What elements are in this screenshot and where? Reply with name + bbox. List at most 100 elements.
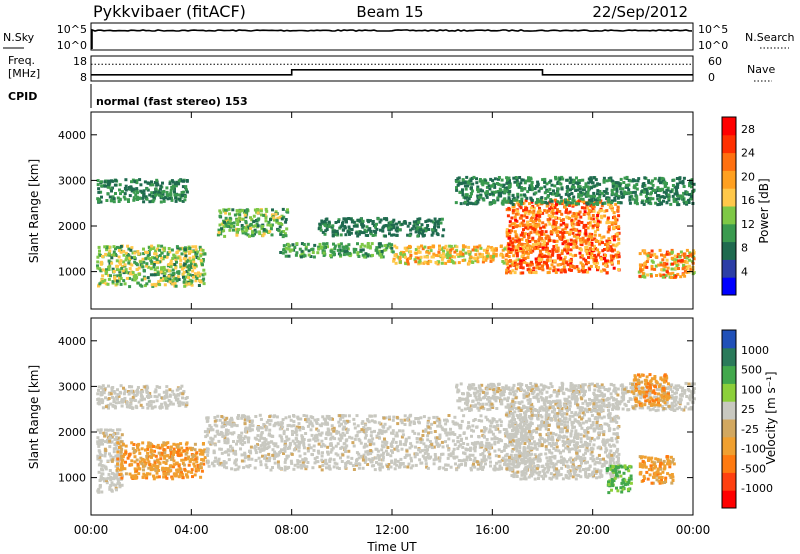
velocity-cell: [146, 406, 150, 410]
power-cell: [321, 249, 325, 253]
power-cell: [135, 181, 139, 185]
power-cell: [481, 260, 485, 264]
power-cell: [520, 242, 524, 246]
power-cell: [619, 190, 623, 194]
power-cell: [124, 188, 128, 192]
power-cell: [101, 268, 105, 272]
velocity-cell: [155, 475, 159, 479]
power-cell: [142, 247, 145, 251]
power-cell: [609, 254, 613, 258]
power-cell: [232, 221, 236, 225]
velocity-cell: [116, 462, 120, 466]
power-cell: [385, 246, 389, 250]
power-cell: [149, 183, 153, 187]
velocity-cell: [98, 455, 102, 459]
power-cell: [529, 206, 533, 210]
power-cell: [238, 210, 242, 213]
power-cell: [127, 261, 131, 265]
power-cell: [489, 259, 493, 263]
power-cell: [623, 190, 627, 194]
power-cell: [577, 212, 581, 216]
power-cell: [172, 184, 175, 188]
power-cell: [324, 218, 328, 222]
velocity-cell: [224, 423, 227, 427]
power-cell: [537, 202, 541, 206]
velocity-cell: [162, 390, 166, 394]
power-cell: [281, 251, 285, 255]
velocity-cell: [108, 469, 112, 472]
power-cell: [150, 260, 154, 264]
power-cell: [158, 260, 162, 264]
velocity-cell: [473, 418, 477, 421]
power-cell: [249, 226, 253, 230]
power-cell: [517, 200, 520, 204]
power-cell: [519, 206, 523, 210]
velocity-cell: [456, 447, 460, 451]
velocity-cell: [213, 419, 217, 423]
power-cell: [419, 255, 423, 259]
power-cell: [591, 214, 595, 217]
power-cell: [456, 183, 460, 187]
velocity-cell: [289, 459, 293, 463]
power-cell: [617, 241, 621, 245]
velocity-cell: [363, 436, 367, 440]
power-cell: [114, 178, 118, 182]
power-cell: [530, 185, 534, 189]
velocity-cell: [115, 443, 119, 447]
power-cell: [264, 229, 268, 233]
power-cell: [99, 269, 103, 273]
power-cell: [341, 228, 345, 232]
power-cell: [531, 236, 535, 240]
power-cell: [501, 255, 505, 259]
velocity-cell: [116, 471, 120, 475]
velocity-cell: [432, 462, 436, 466]
power-cell: [607, 203, 610, 206]
velocity-cell: [380, 448, 384, 452]
power-cell: [608, 241, 612, 244]
power-cell: [192, 257, 196, 261]
power-cell: [162, 274, 166, 278]
power-cell: [217, 231, 221, 235]
power-cell: [155, 180, 159, 184]
power-cell: [546, 189, 550, 193]
velocity-cell: [488, 446, 492, 450]
power-cell: [100, 195, 103, 199]
power-cell: [286, 243, 290, 247]
power-cell: [499, 253, 503, 257]
power-cell: [566, 211, 570, 215]
power-cell: [278, 215, 282, 219]
power-cell: [115, 245, 119, 249]
power-cell: [520, 255, 524, 259]
velocity-cell: [117, 394, 121, 398]
velocity-cell: [118, 454, 122, 458]
power-cell: [343, 226, 347, 230]
velocity-cell: [498, 418, 502, 422]
velocity-cell: [118, 445, 121, 449]
power-colorbar-swatch: [722, 241, 736, 260]
velocity-cell: [158, 446, 162, 450]
velocity-cell: [99, 428, 103, 432]
power-cell: [109, 274, 112, 278]
power-cell: [375, 222, 378, 226]
power-cell: [610, 259, 614, 263]
velocity-cell: [141, 457, 144, 461]
power-cell: [610, 256, 614, 260]
power-cell: [520, 178, 524, 182]
power-cell: [347, 225, 351, 229]
power-cell: [326, 245, 329, 249]
power-cell: [503, 188, 507, 192]
power-cell: [319, 245, 323, 249]
power-cell: [129, 186, 133, 190]
velocity-cell: [343, 425, 346, 429]
power-cell: [515, 198, 519, 202]
power-cell: [137, 272, 141, 276]
velocity-cell: [101, 439, 104, 442]
power-cell: [674, 258, 678, 262]
velocity-cell: [214, 456, 218, 460]
power-cell: [575, 176, 578, 180]
power-cell: [586, 181, 590, 185]
power-cell: [626, 191, 630, 195]
power-cell: [414, 256, 418, 260]
velocity-cell: [363, 427, 367, 431]
